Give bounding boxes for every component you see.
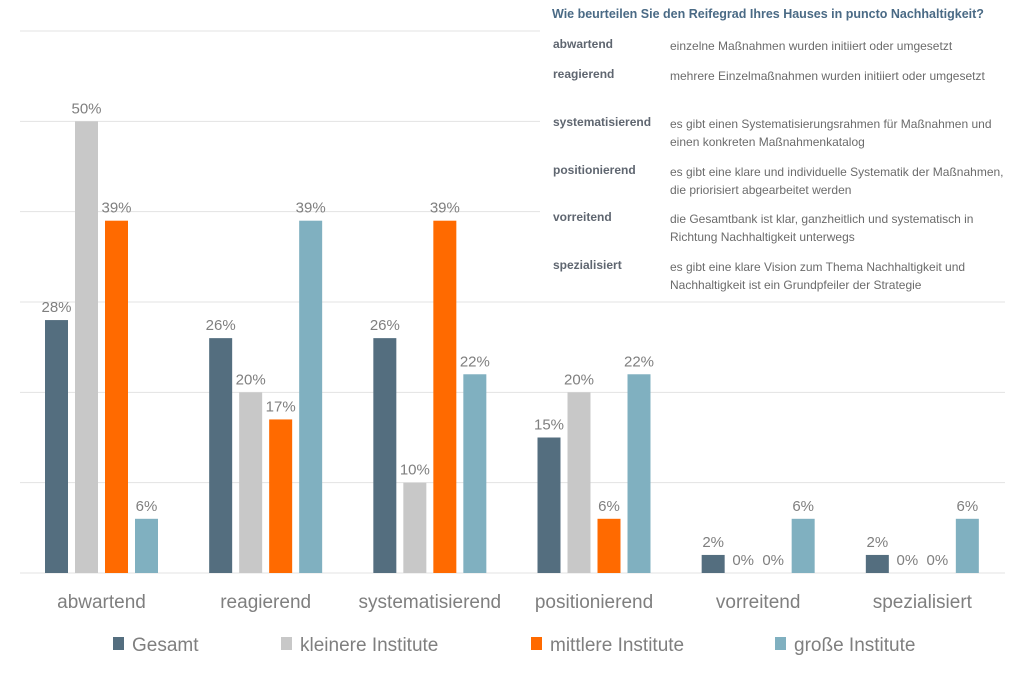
bar [463,374,487,573]
data-label: 20% [236,371,266,388]
definition-description: mehrere Einzelmaßnahmen wurden initiiert… [670,69,985,83]
bar [403,482,427,573]
bar [701,554,725,573]
definition-term: systematisierend [553,115,652,129]
data-label: 20% [564,371,594,388]
info-box-title: Wie beurteilen Sie den Reifegrad Ihres H… [552,7,984,21]
data-label: 22% [460,353,490,370]
data-label: 0% [732,552,754,569]
bar [209,338,233,573]
x-tick-label: positionierend [535,592,653,613]
bar [299,220,323,573]
definition-description: die Gesamtbank ist klar, ganzheitlich un… [670,212,974,244]
data-label: 2% [866,534,888,551]
bar [135,518,158,573]
bar [45,320,68,573]
data-label: 0% [762,552,784,569]
data-labels: 28%50%39%6%26%20%17%39%26%10%39%22%15%20… [41,100,978,569]
data-label: 28% [41,299,71,316]
definition-term: reagierend [553,67,615,81]
data-label: 10% [400,462,430,479]
legend-label: große Institute [794,635,915,656]
legend-label: mittlere Institute [550,635,684,656]
legend-swatch [113,637,124,650]
bar [791,518,815,573]
data-label: 0% [896,552,918,569]
x-tick-label: systematisierend [359,592,502,613]
data-label: 22% [624,353,654,370]
x-tick-label: spezialisiert [873,592,973,613]
maturity-definitions-box: Wie beurteilen Sie den Reifegrad Ihres H… [540,0,1014,300]
data-label: 17% [266,398,296,415]
legend-label: Gesamt [132,635,199,656]
gridlines [20,30,1005,574]
legend-swatch [531,637,542,650]
data-label: 26% [206,317,236,334]
data-label: 6% [136,498,158,515]
x-axis-tick-labels: abwartend reagierend systematisierend posit… [57,592,973,613]
definition-term: spezialisiert [553,258,622,272]
legend-swatch [281,637,292,650]
definition-term: positionierend [553,163,636,177]
bar [627,374,651,573]
bar [269,419,293,573]
definition-description: es gibt eine klare und individuelle Syst… [670,165,1004,197]
data-label: 26% [370,317,400,334]
definition-term: abwartend [553,37,614,51]
bar [373,338,397,573]
definition-term: vorreitend [553,210,612,224]
x-tick-label: abwartend [57,592,146,613]
bar [567,392,591,573]
x-tick-label: vorreitend [716,592,801,613]
bar [433,220,457,573]
definition-description: einzelne Maßnahmen wurden initiiert oder… [670,39,953,53]
data-label: 0% [926,552,948,569]
data-label: 6% [598,498,620,515]
legend-label: kleinere Institute [300,635,438,656]
bar [105,220,128,573]
data-label: 2% [702,534,724,551]
data-label: 50% [71,100,101,117]
data-label: 6% [792,498,814,515]
bar [537,437,561,573]
bar [239,392,263,573]
bar [75,121,98,573]
data-label: 15% [534,417,564,434]
data-label: 39% [430,200,460,217]
data-label: 39% [296,200,326,217]
bar [865,554,889,573]
data-label: 39% [101,200,131,217]
data-label: 6% [956,498,978,515]
bar [597,518,621,573]
bars [45,121,979,573]
definition-description: es gibt eine klare Vision zum Thema Nach… [670,260,966,292]
definition-description: es gibt einen Systematisierungsrahmen fü… [670,117,992,149]
legend-swatch [775,637,786,650]
bar [955,518,979,573]
legend: Gesamt kleinere Institute mittlere Institu… [113,635,915,656]
x-tick-label: reagierend [220,592,311,613]
